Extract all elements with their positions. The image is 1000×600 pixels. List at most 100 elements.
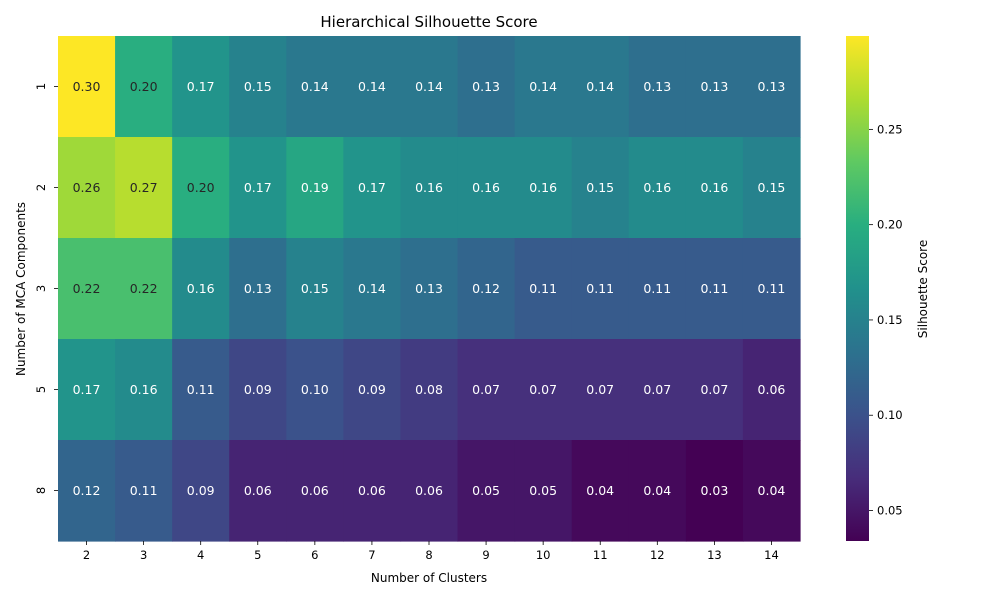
- cell-value-label: 0.11: [187, 382, 215, 397]
- cell-value-label: 0.14: [415, 79, 443, 94]
- colorbar-ticks: 0.05 0.10 0.15 0.20 0.25: [869, 122, 903, 518]
- cell-value-label: 0.16: [643, 180, 671, 195]
- heatmap-cell: [286, 137, 344, 239]
- heatmap-cell: [628, 36, 687, 138]
- cell-value-label: 0.13: [758, 79, 786, 94]
- cell-value-label: 0.26: [73, 180, 101, 195]
- heatmap-cell: [685, 36, 744, 138]
- cell-value-label: 0.16: [472, 180, 500, 195]
- heatmap-cell: [229, 36, 287, 138]
- heatmap-cell: [571, 137, 630, 239]
- cell-value-label: 0.16: [130, 382, 158, 397]
- heatmap-cell: [343, 339, 402, 441]
- cell-value-label: 0.17: [73, 382, 101, 397]
- heatmap-cell: [400, 339, 459, 441]
- cell-value-label: 0.12: [73, 483, 101, 498]
- heatmap-cell: [343, 137, 402, 239]
- cell-value-label: 0.09: [244, 382, 272, 397]
- cell-value-label: 0.11: [130, 483, 158, 498]
- x-tick-label: 12: [650, 548, 665, 562]
- cell-value-label: 0.17: [187, 79, 215, 94]
- heatmap-cell: [229, 440, 287, 542]
- heatmap-cell: [685, 137, 744, 239]
- cell-value-label: 0.11: [758, 281, 786, 296]
- heatmap-cell: [571, 36, 630, 138]
- cell-value-label: 0.11: [643, 281, 671, 296]
- heatmap-cell: [229, 137, 287, 239]
- heatmap-cell: [628, 137, 687, 239]
- cell-value-label: 0.17: [244, 180, 272, 195]
- x-axis-label: Number of Clusters: [371, 571, 487, 585]
- cell-value-label: 0.10: [301, 382, 329, 397]
- x-axis-ticks: 2 3 4 5 6 7 8 9 10 11 12 13 14: [83, 541, 779, 562]
- cell-value-label: 0.13: [700, 79, 728, 94]
- colorbar-gradient: [846, 36, 869, 541]
- cell-value-label: 0.04: [643, 483, 671, 498]
- cell-value-label: 0.20: [130, 79, 158, 94]
- cell-value-label: 0.15: [244, 79, 272, 94]
- heatmap-cell: [514, 339, 573, 441]
- x-tick-label: 4: [197, 548, 204, 562]
- heatmap-cell: [115, 137, 173, 239]
- cell-value-label: 0.05: [472, 483, 500, 498]
- colorbar-tick-label: 0.10: [877, 408, 903, 422]
- heatmap-cell: [685, 339, 744, 441]
- x-tick-label: 6: [311, 548, 318, 562]
- cell-value-label: 0.20: [187, 180, 215, 195]
- cell-value-label: 0.07: [586, 382, 614, 397]
- heatmap-cell: [343, 36, 402, 138]
- cell-value-label: 0.11: [700, 281, 728, 296]
- heatmap-cell: [400, 137, 459, 239]
- heatmap-cell: [400, 440, 459, 542]
- heatmap-cells: 0.30 0.20 0.17 0.15 0.14 0.14 0.14 0.13 0.14 0.14…: [58, 36, 801, 542]
- cell-value-label: 0.13: [472, 79, 500, 94]
- x-tick-label: 7: [368, 548, 375, 562]
- cell-value-label: 0.14: [358, 79, 386, 94]
- heatmap-cell: [58, 36, 116, 138]
- x-tick-label: 10: [536, 548, 551, 562]
- heatmap-cell: [685, 440, 744, 542]
- cell-value-label: 0.08: [415, 382, 443, 397]
- cell-value-label: 0.07: [643, 382, 671, 397]
- y-axis-ticks: 1 2 3 5 8: [34, 83, 58, 494]
- heatmap-cell: [229, 238, 287, 340]
- cell-value-label: 0.27: [130, 180, 158, 195]
- heatmap-cell: [514, 440, 573, 542]
- cell-value-label: 0.16: [700, 180, 728, 195]
- cell-value-label: 0.06: [758, 382, 786, 397]
- heatmap-cell: [286, 238, 344, 340]
- heatmap-cell: [286, 440, 344, 542]
- colorbar-tick-label: 0.15: [877, 313, 903, 327]
- cell-value-label: 0.16: [415, 180, 443, 195]
- x-tick-label: 3: [140, 548, 147, 562]
- x-tick-label: 9: [482, 548, 489, 562]
- heatmap-cell: [742, 339, 801, 441]
- heatmap-cell: [457, 440, 516, 542]
- heatmap-cell: [115, 36, 173, 138]
- chart-title: Hierarchical Silhouette Score: [320, 13, 537, 31]
- heatmap-cell: [115, 238, 173, 340]
- cell-value-label: 0.03: [700, 483, 728, 498]
- cell-value-label: 0.14: [301, 79, 329, 94]
- y-tick-label: 8: [34, 487, 48, 494]
- heatmap-cell: [172, 440, 230, 542]
- heatmap-cell: [571, 440, 630, 542]
- cell-value-label: 0.09: [187, 483, 215, 498]
- cell-value-label: 0.11: [586, 281, 614, 296]
- heatmap-cell: [58, 137, 116, 239]
- cell-value-label: 0.17: [358, 180, 386, 195]
- cell-value-label: 0.14: [586, 79, 614, 94]
- cell-value-label: 0.14: [358, 281, 386, 296]
- heatmap-cell: [457, 339, 516, 441]
- heatmap-cell: [457, 137, 516, 239]
- heatmap-cell: [400, 36, 459, 138]
- heatmap-cell: [58, 238, 116, 340]
- heatmap-cell: [286, 36, 344, 138]
- cell-value-label: 0.06: [358, 483, 386, 498]
- cell-value-label: 0.22: [73, 281, 101, 296]
- heatmap-cell: [628, 440, 687, 542]
- cell-value-label: 0.11: [529, 281, 557, 296]
- cell-value-label: 0.22: [130, 281, 158, 296]
- heatmap-cell: [286, 339, 344, 441]
